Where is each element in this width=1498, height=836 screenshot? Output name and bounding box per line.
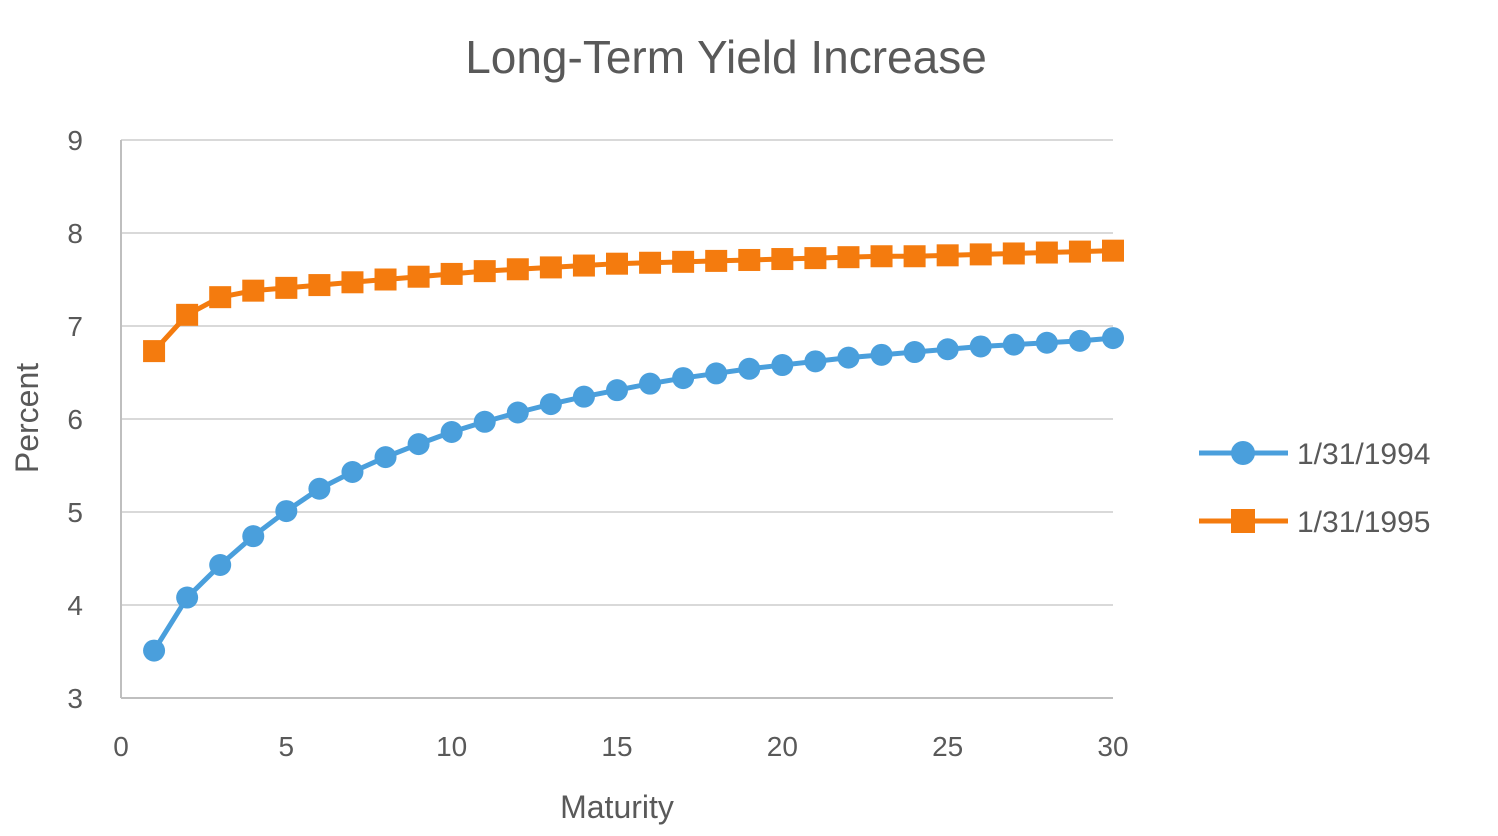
y-tick-label: 8 bbox=[67, 218, 83, 249]
data-point bbox=[903, 341, 926, 364]
data-point bbox=[969, 243, 992, 266]
x-tick-label: 0 bbox=[113, 731, 129, 762]
data-point bbox=[1102, 239, 1124, 262]
data-point bbox=[341, 271, 364, 294]
axes bbox=[120, 140, 1113, 699]
legend-marker bbox=[1231, 509, 1255, 533]
y-tick-label: 3 bbox=[67, 683, 83, 714]
data-point bbox=[804, 247, 827, 270]
legend-label: 1/31/1995 bbox=[1297, 506, 1430, 539]
y-axis-ticks: 3 4 5 6 7 8 9 bbox=[67, 125, 83, 714]
data-point bbox=[1102, 327, 1124, 350]
data-point bbox=[639, 251, 662, 274]
data-point bbox=[539, 393, 562, 416]
series-line bbox=[151, 335, 1114, 652]
data-point bbox=[738, 248, 761, 271]
data-point bbox=[936, 244, 959, 267]
data-point bbox=[506, 258, 529, 281]
y-tick-label: 4 bbox=[67, 590, 83, 621]
data-point bbox=[837, 346, 860, 369]
x-axis-label: Maturity bbox=[560, 789, 674, 825]
x-tick-label: 20 bbox=[767, 731, 798, 762]
data-point bbox=[539, 256, 562, 279]
data-point bbox=[506, 401, 529, 424]
data-point bbox=[639, 372, 662, 395]
data-point bbox=[407, 265, 430, 288]
data-point bbox=[672, 367, 695, 390]
y-tick-label: 9 bbox=[67, 125, 83, 156]
data-point bbox=[176, 303, 199, 326]
data-point bbox=[143, 639, 166, 662]
data-point bbox=[738, 357, 761, 380]
y-axis-label: Percent bbox=[9, 363, 45, 473]
data-point bbox=[308, 274, 331, 297]
data-point bbox=[870, 343, 893, 366]
data-point bbox=[672, 250, 695, 273]
data-point bbox=[606, 252, 628, 275]
data-point bbox=[969, 335, 992, 358]
x-tick-label: 30 bbox=[1097, 731, 1128, 762]
legend-label: 1/31/1994 bbox=[1297, 438, 1430, 471]
data-point bbox=[936, 338, 959, 361]
data-point bbox=[341, 461, 364, 484]
y-tick-label: 7 bbox=[67, 311, 83, 342]
data-point bbox=[275, 276, 298, 299]
data-point bbox=[209, 286, 232, 309]
data-point bbox=[705, 249, 728, 272]
x-tick-label: 10 bbox=[436, 731, 467, 762]
data-point bbox=[1068, 240, 1091, 263]
data-point bbox=[1035, 331, 1058, 354]
legend-entry-1: 1/31/1994 bbox=[1199, 438, 1430, 471]
data-point bbox=[903, 245, 926, 268]
series-2 bbox=[143, 239, 1124, 363]
data-point bbox=[374, 268, 397, 291]
x-tick-label: 25 bbox=[932, 731, 963, 762]
x-tick-label: 15 bbox=[601, 731, 632, 762]
data-point bbox=[308, 477, 331, 500]
data-point bbox=[242, 279, 265, 302]
data-point bbox=[143, 340, 166, 363]
data-point bbox=[407, 433, 430, 456]
legend: 1/31/1994 1/31/1995 bbox=[1199, 438, 1430, 539]
data-point bbox=[1002, 242, 1025, 265]
data-point bbox=[242, 525, 265, 548]
legend-marker bbox=[1231, 441, 1255, 465]
data-point bbox=[275, 500, 298, 523]
data-point bbox=[440, 421, 463, 444]
y-tick-label: 6 bbox=[67, 404, 83, 435]
data-point bbox=[705, 362, 728, 385]
x-axis-ticks: 0 5 10 15 20 25 30 bbox=[113, 731, 1128, 762]
chart-title: Long-Term Yield Increase bbox=[465, 31, 987, 83]
legend-entry-2: 1/31/1995 bbox=[1199, 506, 1430, 539]
data-point bbox=[473, 260, 496, 283]
data-point bbox=[771, 354, 794, 377]
data-point bbox=[771, 248, 794, 271]
y-tick-label: 5 bbox=[67, 497, 83, 528]
data-point bbox=[1002, 333, 1025, 356]
series-1 bbox=[143, 327, 1124, 662]
data-point bbox=[606, 379, 628, 402]
data-point bbox=[1035, 241, 1058, 264]
x-tick-label: 5 bbox=[279, 731, 295, 762]
data-point bbox=[473, 410, 496, 433]
data-point bbox=[1068, 329, 1091, 352]
data-point bbox=[374, 446, 397, 469]
gridlines bbox=[121, 139, 1113, 606]
data-point bbox=[572, 254, 595, 277]
data-point bbox=[804, 350, 827, 373]
data-point bbox=[572, 385, 595, 408]
series bbox=[143, 239, 1124, 662]
data-point bbox=[837, 246, 860, 269]
data-point bbox=[870, 245, 893, 268]
data-point bbox=[440, 262, 463, 285]
data-point bbox=[209, 554, 232, 577]
series-line bbox=[152, 248, 1114, 353]
data-point bbox=[176, 586, 199, 609]
